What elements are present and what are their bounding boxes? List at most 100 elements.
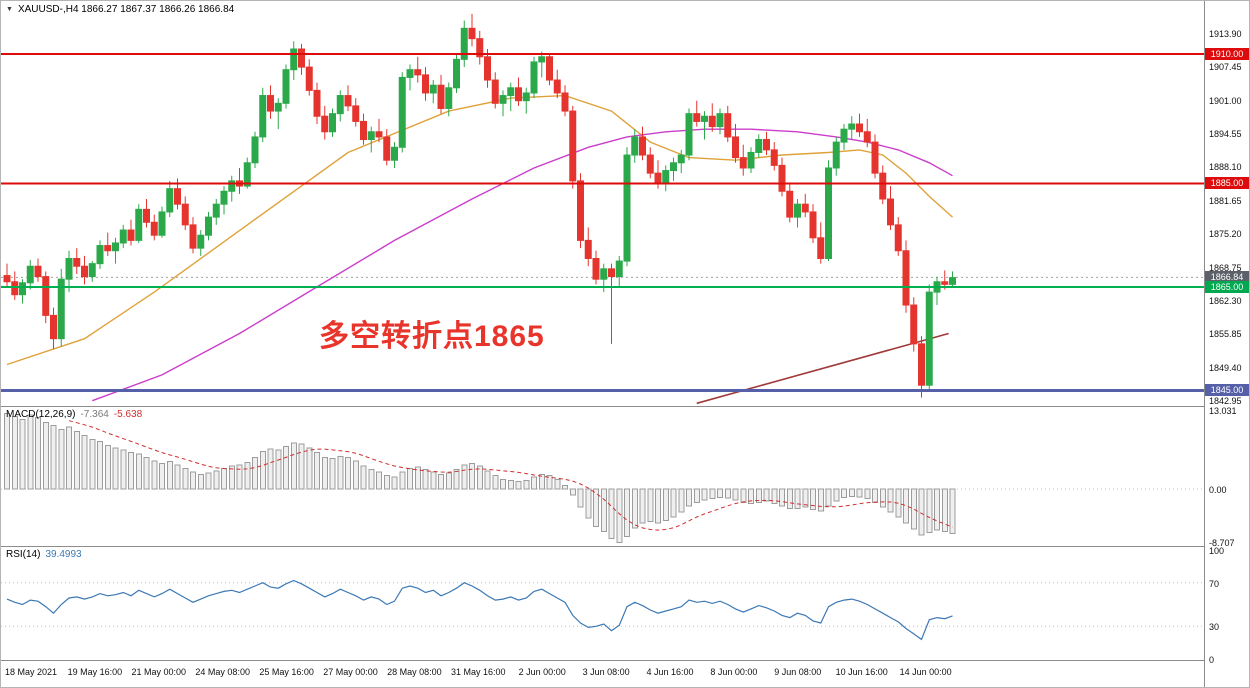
macd-histogram-bar bbox=[337, 455, 344, 490]
macd-histogram-bar bbox=[717, 488, 723, 498]
candle-body bbox=[871, 141, 879, 174]
candle-body bbox=[530, 61, 538, 94]
candle-body bbox=[522, 92, 530, 102]
time-label: 19 May 16:00 bbox=[67, 667, 123, 677]
price-axis-label: 1901.00 bbox=[1209, 96, 1242, 106]
chart-title: ▼ XAUUSD-,H4 1866.27 1867.37 1866.26 186… bbox=[6, 4, 234, 15]
candle-body bbox=[941, 281, 949, 285]
macd-histogram-bar bbox=[523, 480, 530, 490]
candle-body bbox=[50, 314, 57, 340]
macd-histogram-bar bbox=[802, 488, 809, 508]
candle-body bbox=[205, 216, 212, 236]
rsi-line bbox=[6, 579, 953, 641]
macd-histogram-bar bbox=[314, 452, 320, 490]
macd-histogram-bar bbox=[128, 452, 134, 490]
candle-body bbox=[600, 268, 608, 280]
macd-histogram-bar bbox=[329, 458, 336, 490]
candle-body bbox=[677, 154, 685, 164]
time-label: 9 Jun 08:00 bbox=[774, 667, 822, 677]
candle-body bbox=[553, 79, 561, 94]
macd-histogram-bar bbox=[97, 441, 103, 490]
macd-histogram-bar bbox=[190, 471, 196, 490]
candle-body bbox=[623, 154, 631, 262]
macd-histogram-bar bbox=[66, 426, 72, 490]
candle-body bbox=[197, 234, 205, 249]
candle-body bbox=[662, 170, 670, 184]
price-axis-label: 1842.95 bbox=[1209, 396, 1242, 406]
rsi-axis-label: 70 bbox=[1209, 579, 1220, 589]
macd-histogram-bar bbox=[693, 488, 700, 503]
candle-body bbox=[584, 239, 592, 259]
macd-histogram-bar bbox=[538, 473, 545, 490]
chart-menu-icon[interactable]: ▼ bbox=[6, 6, 13, 13]
candle-body bbox=[491, 79, 499, 104]
macd-histogram-bar bbox=[35, 416, 41, 490]
candle-body bbox=[763, 139, 770, 151]
macd-histogram-bar bbox=[135, 453, 142, 490]
candle-body bbox=[181, 203, 189, 226]
time-axis-divider bbox=[1, 660, 1249, 661]
ma-fast-line bbox=[6, 94, 953, 366]
macd-histogram-bar bbox=[445, 472, 452, 490]
macd-histogram-bar bbox=[771, 488, 778, 505]
macd-signal-line bbox=[68, 420, 953, 531]
main-chart-area[interactable] bbox=[1, 1, 1206, 406]
candle-body bbox=[65, 257, 73, 280]
price-axis-label: 1875.20 bbox=[1209, 229, 1242, 239]
candle-body bbox=[42, 276, 50, 316]
candle-body bbox=[646, 154, 654, 174]
panel-divider[interactable] bbox=[1, 406, 1249, 407]
macd-histogram-bar bbox=[89, 438, 96, 490]
macd-histogram-bar bbox=[647, 488, 654, 523]
price-axis[interactable]: 1913.90 1907.45 1901.00 1894.55 1888.10 1881.… bbox=[1204, 1, 1249, 687]
rsi-axis-label: 100 bbox=[1209, 546, 1225, 556]
panel-divider[interactable] bbox=[1, 546, 1249, 547]
macd-histogram-bar bbox=[236, 464, 243, 490]
macd-histogram-bar bbox=[414, 466, 421, 490]
rsi-axis-label: 0 bbox=[1209, 655, 1215, 665]
macd-histogram-bar bbox=[872, 488, 878, 503]
macd-panel[interactable] bbox=[1, 407, 1206, 546]
macd-histogram-bar bbox=[848, 488, 855, 497]
candle-body bbox=[569, 110, 577, 182]
candle-body bbox=[902, 250, 910, 306]
macd-histogram-bar bbox=[151, 460, 158, 490]
candle-body bbox=[220, 190, 228, 205]
candle-body bbox=[507, 87, 515, 97]
candle-body bbox=[615, 260, 623, 278]
rsi-panel[interactable] bbox=[1, 547, 1206, 660]
candle-body bbox=[592, 257, 600, 280]
time-label: 3 Jun 08:00 bbox=[582, 667, 630, 677]
macd-histogram-bar bbox=[422, 469, 429, 490]
candle-body bbox=[119, 229, 127, 244]
candle-body bbox=[73, 257, 81, 267]
candle-body bbox=[732, 136, 739, 159]
candle-body bbox=[817, 237, 825, 259]
macd-histogram-bar bbox=[903, 488, 909, 524]
time-label: 24 May 08:00 bbox=[195, 667, 250, 677]
time-label: 14 Jun 00:00 bbox=[899, 667, 952, 677]
time-label: 27 May 00:00 bbox=[323, 667, 378, 677]
candle-body bbox=[3, 275, 11, 283]
macd-histogram-bar bbox=[252, 456, 258, 490]
candle-body bbox=[848, 123, 856, 130]
candle-body bbox=[832, 141, 840, 169]
chart-text-annotation[interactable]: 多空转折点1865 bbox=[319, 320, 545, 353]
time-label: 2 Jun 00:00 bbox=[518, 667, 566, 677]
rsi-label: RSI(14) 39.4993 bbox=[6, 549, 82, 560]
macd-histogram-bar bbox=[368, 469, 375, 490]
time-label: 28 May 08:00 bbox=[387, 667, 442, 677]
macd-histogram-bar bbox=[197, 473, 204, 490]
macd-histogram-bar bbox=[407, 467, 413, 490]
macd-histogram-bar bbox=[755, 488, 762, 503]
macd-histogram-bar bbox=[391, 476, 398, 490]
time-label: 4 Jun 16:00 bbox=[646, 667, 694, 677]
price-axis-label: 1888.10 bbox=[1209, 162, 1242, 172]
macd-histogram-bar bbox=[918, 488, 925, 536]
candle-body bbox=[894, 224, 902, 252]
candle-body bbox=[112, 242, 119, 252]
time-axis[interactable]: 18 May 2021 19 May 16:00 21 May 00:00 24 Ma… bbox=[1, 661, 1206, 687]
ma-slow-line bbox=[92, 128, 953, 402]
macd-histogram-bar bbox=[732, 488, 739, 501]
